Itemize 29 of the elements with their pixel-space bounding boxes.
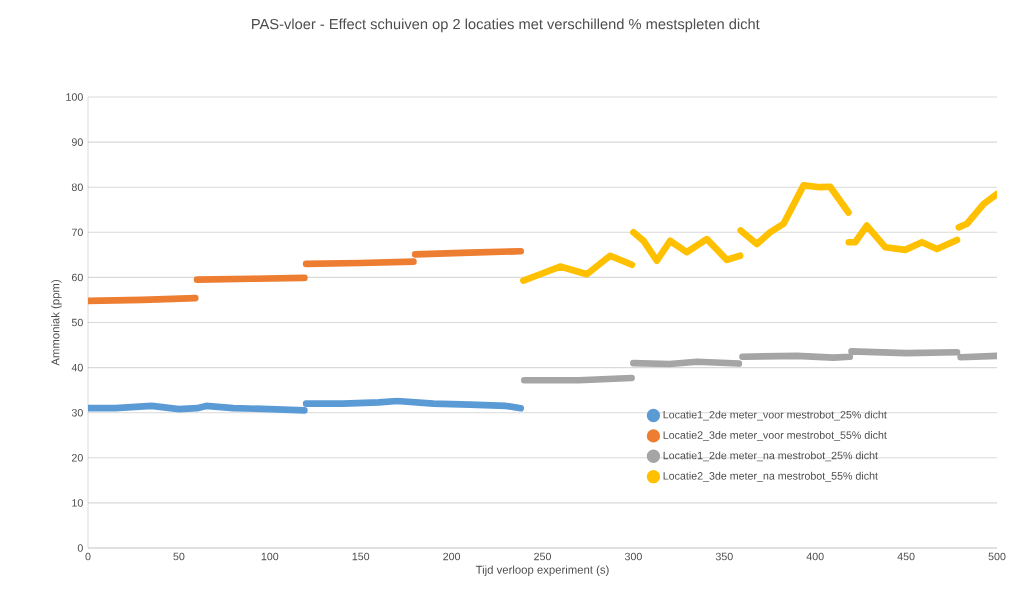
y-tick-label: 70	[71, 228, 83, 237]
legend-label: Locatie2_3de meter_na mestrobot_55% dicht	[663, 471, 878, 482]
y-axis-title: Ammoniak (ppm)	[51, 280, 62, 366]
y-tick-label: 20	[71, 454, 83, 462]
y-tick-label: 30	[71, 408, 83, 417]
chart-title: PAS-vloer - Effect schuiven op 2 locaties met verschillend % mestspleten dicht	[252, 18, 760, 33]
y-tick-label: 100	[66, 93, 83, 101]
y-tick-label: 40	[71, 363, 83, 372]
legend-label: Locatie2_3de meter_voor mestrobot_55% dicht	[663, 431, 887, 441]
x-axis-title: Tijd verloop experiment (s)	[475, 565, 609, 576]
x-tick-label: 50	[173, 552, 185, 561]
x-tick-label: 500	[988, 552, 1006, 561]
y-tick-label: 60	[71, 273, 83, 282]
y-tick-label: 90	[71, 138, 83, 146]
x-tick-label: 300	[624, 552, 642, 561]
x-tick-label: 200	[443, 552, 461, 561]
x-tick-label: 0	[85, 552, 91, 561]
y-tick-label: 0	[77, 544, 83, 552]
legend-label: Locatie1_2de meter_na mestrobot_25% dicht	[663, 451, 878, 462]
x-tick-label: 350	[715, 552, 733, 561]
x-tick-label: 100	[261, 552, 279, 561]
legend-label: Locatie1_2de meter_voor mestrobot_25% dicht	[663, 410, 887, 421]
y-tick-label: 10	[72, 499, 83, 507]
x-tick-label: 450	[897, 552, 915, 561]
y-tick-label: 50	[71, 318, 83, 327]
x-tick-label: 250	[534, 552, 551, 561]
x-tick-label: 150	[352, 552, 370, 561]
y-tick-label: 80	[71, 183, 83, 191]
x-tick-label: 400	[806, 552, 824, 561]
